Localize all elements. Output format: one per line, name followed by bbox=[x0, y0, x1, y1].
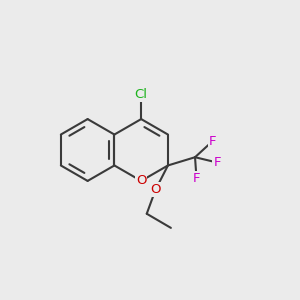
Text: F: F bbox=[209, 134, 216, 148]
Text: F: F bbox=[193, 172, 200, 185]
Text: O: O bbox=[136, 174, 146, 188]
Text: Cl: Cl bbox=[135, 88, 148, 101]
Text: F: F bbox=[213, 156, 221, 169]
Text: O: O bbox=[150, 183, 161, 196]
